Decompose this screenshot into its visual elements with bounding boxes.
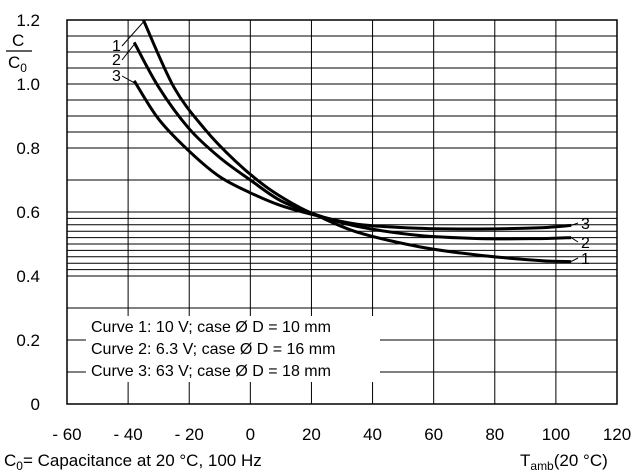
x-axis-label: Tamb(20 °C) xyxy=(520,451,608,473)
curve-label-left-3: 3 xyxy=(112,68,121,85)
curve-leader-right-2 xyxy=(570,237,579,243)
x-tick-labels: - 60 - 40 - 20 0 20 40 60 80 100 120 xyxy=(52,425,631,444)
y-axis-label-denominator: C0 xyxy=(8,53,27,75)
x-tick-label: 40 xyxy=(363,425,382,444)
curve-label-left-1: 1 xyxy=(112,38,121,55)
curve-3 xyxy=(132,79,572,231)
grid xyxy=(67,20,617,404)
curve-label-left-2: 2 xyxy=(112,52,121,69)
y-tick-label: 0.2 xyxy=(16,331,40,350)
y-tick-label: 1.2 xyxy=(16,11,40,30)
x-tick-label: 100 xyxy=(542,425,570,444)
x-tick-label: - 20 xyxy=(175,425,204,444)
y-tick-labels: 0 0.2 0.4 0.6 0.8 1.0 1.2 xyxy=(16,11,40,414)
curve-label-right-1: 1 xyxy=(581,251,590,268)
footnote: C0= Capacitance at 20 °C, 100 Hz xyxy=(4,451,262,473)
x-tick-label: 20 xyxy=(302,425,321,444)
curve-leader-left-3 xyxy=(121,75,135,84)
x-tick-label: 80 xyxy=(485,425,504,444)
legend-line-2: Curve 2: 6.3 V; case Ø D = 16 mm xyxy=(91,341,335,358)
legend-line-1: Curve 1: 10 V; case Ø D = 10 mm xyxy=(91,319,331,336)
y-tick-label: 0.4 xyxy=(16,267,40,286)
curve-label-right-3: 3 xyxy=(581,216,590,233)
curve-leader-left-2 xyxy=(121,44,135,61)
curve-2 xyxy=(132,41,572,241)
x-tick-label: - 40 xyxy=(113,425,142,444)
y-tick-label: 1.0 xyxy=(16,75,40,94)
x-tick-label: 120 xyxy=(603,425,631,444)
legend-line-3: Curve 3: 63 V; case Ø D = 18 mm xyxy=(91,363,331,380)
legend-box xyxy=(86,316,380,382)
y-tick-label: 0.8 xyxy=(16,139,40,158)
y-tick-label: 0 xyxy=(31,395,40,414)
y-tick-label: 0.6 xyxy=(16,203,40,222)
curve-leader-left-1 xyxy=(121,21,144,47)
x-tick-label: - 60 xyxy=(52,425,81,444)
y-axis-label-numerator: C xyxy=(12,31,24,50)
x-tick-label: 0 xyxy=(246,425,255,444)
x-tick-label: 60 xyxy=(424,425,443,444)
curve-leader-right-1 xyxy=(570,257,579,263)
curve-label-right-2: 2 xyxy=(581,235,590,252)
curve-leader-right-3 xyxy=(570,222,579,226)
y-axis-label: C C0 xyxy=(6,31,32,75)
plot-frame xyxy=(66,19,618,405)
